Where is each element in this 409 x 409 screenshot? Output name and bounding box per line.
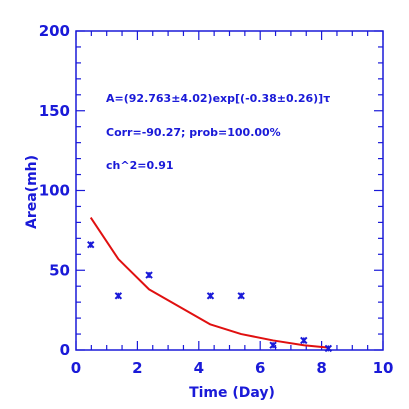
data-point	[269, 341, 277, 349]
data-point	[114, 292, 123, 300]
y-tick-label: 50	[49, 261, 70, 279]
fit-curve	[89, 217, 329, 349]
y-tick-label: 150	[39, 102, 70, 120]
x-tick-label: 6	[255, 359, 265, 377]
fit-annotation: A=(92.763±4.02)exp[(-0.38±0.26)]τ	[106, 92, 330, 105]
x-axis-title: Time (Day)	[189, 385, 275, 401]
fit-annotation: Corr=-90.27; prob=100.00%	[106, 126, 281, 139]
x-tick-label: 4	[194, 359, 204, 377]
data-point	[206, 292, 215, 300]
data-point	[87, 241, 95, 249]
x-tick-label: 8	[316, 359, 326, 377]
data-point	[324, 344, 333, 353]
x-tick-label: 0	[71, 359, 81, 377]
data-point	[145, 271, 153, 279]
data-point	[237, 292, 245, 300]
y-tick-label: 100	[39, 182, 70, 200]
x-tick-label: 10	[373, 359, 394, 377]
data-point	[300, 336, 308, 345]
y-tick-label: 200	[39, 22, 70, 40]
y-axis-title: Area(mh)	[24, 155, 40, 229]
y-tick-label: 0	[60, 341, 70, 359]
fit-annotation: ch^2=0.91	[106, 159, 174, 172]
x-tick-label: 2	[132, 359, 142, 377]
